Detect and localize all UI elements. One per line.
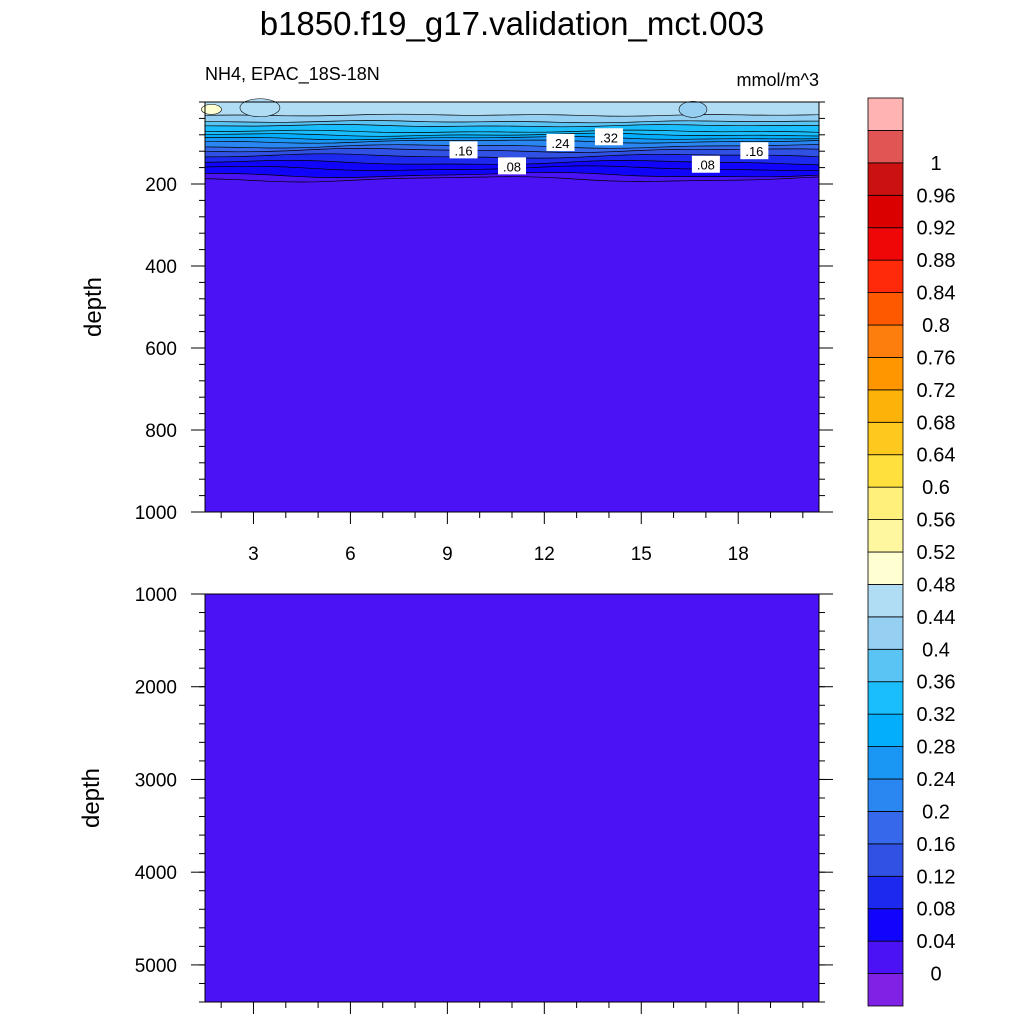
colorbar-swatch <box>867 292 904 326</box>
y-axis-title: depth <box>78 768 105 828</box>
colorbar-swatch <box>867 973 904 1007</box>
colorbar-label: 0.36 <box>917 672 956 694</box>
colorbar-swatch <box>867 551 904 585</box>
x-tick-label: 9 <box>442 544 453 565</box>
colorbar-label: 0.12 <box>917 866 956 888</box>
contour-label-box <box>740 142 769 160</box>
colorbar-swatch <box>867 130 904 164</box>
colorbar-swatch <box>867 162 904 196</box>
colorbar-label: 0.96 <box>917 185 956 207</box>
colorbar-label: 0.2 <box>922 801 950 823</box>
contour-label-box <box>449 141 478 159</box>
colorbar-swatch <box>867 616 904 650</box>
colorbar-swatch <box>867 811 904 845</box>
colorbar-swatch <box>867 746 904 780</box>
colorbar-swatch <box>867 875 904 910</box>
colorbar-label: 0.24 <box>917 769 956 791</box>
y-tick-label: 200 <box>145 175 177 196</box>
colorbar-swatch <box>867 584 904 618</box>
colorbar-swatch <box>867 227 904 261</box>
y-tick-label: 2000 <box>135 678 177 699</box>
x-tick-label: 18 <box>728 544 749 565</box>
surface-maximum <box>201 104 222 115</box>
y-tick-label: 400 <box>145 257 177 278</box>
colorbar-swatch <box>867 681 904 715</box>
contour-band <box>204 101 820 117</box>
contour-label: .08 <box>503 159 521 174</box>
contour-label: .16 <box>745 144 763 159</box>
colorbar-swatch <box>867 194 904 229</box>
colorbar-label: 0.6 <box>922 477 950 499</box>
colorbar-swatch <box>867 389 904 423</box>
upper-depth-panel: .16 .08 .24 .32 .08 .16 200 400 600 800 1000 3 6 9 12 1… <box>80 98 833 565</box>
colorbar-label: 1 <box>930 153 941 175</box>
y-tick-label: 1000 <box>135 503 177 524</box>
x-tick-label: 6 <box>345 544 356 565</box>
contour-label-box <box>498 157 526 175</box>
contour-label: .24 <box>551 136 569 151</box>
panel-1-field <box>205 594 819 1002</box>
colorbar-swatch <box>867 713 904 747</box>
colorbar-label: 0.44 <box>917 607 956 629</box>
colorbar-label: 0.88 <box>917 250 956 272</box>
colorbar-label: 0.76 <box>917 347 956 369</box>
colorbar-label: 0.52 <box>917 542 956 564</box>
colorbar-label: 0.68 <box>917 412 956 434</box>
surface-patch <box>678 101 708 118</box>
surface-patch <box>239 98 281 118</box>
colorbar-label: 0.92 <box>917 218 956 240</box>
colorbar-swatch <box>867 908 904 942</box>
contour-label-box <box>594 128 623 146</box>
y-tick-label: 5000 <box>135 956 177 977</box>
contour-label: .08 <box>697 158 715 173</box>
colorbar-label: 0.8 <box>922 315 950 337</box>
colorbar-label: 0 <box>930 964 941 986</box>
colorbar-label: 0.28 <box>917 737 956 759</box>
contour-label: .16 <box>454 143 472 158</box>
contour-label: .32 <box>600 130 618 145</box>
colorbar-label: 0.56 <box>917 510 956 532</box>
colorbar-label: 0.04 <box>917 931 956 953</box>
colorbar-label: 0.72 <box>917 380 956 402</box>
colorbar-swatch <box>867 843 904 877</box>
colorbar-swatch <box>867 357 904 391</box>
colorbar-label: 0.32 <box>917 704 956 726</box>
chart-title: b1850.f19_g17.validation_mct.003 <box>260 5 765 42</box>
colorbar-label: 0.08 <box>917 899 956 921</box>
colorbar-swatch <box>867 648 904 683</box>
colorbar-label: 0.16 <box>917 834 956 856</box>
x-tick-label: 15 <box>631 544 652 565</box>
variable-region-label: NH4, EPAC_18S-18N <box>205 64 380 85</box>
y-axis-title: depth <box>80 277 107 337</box>
y-tick-label: 4000 <box>135 863 177 884</box>
colorbar-swatch <box>867 519 904 553</box>
colorbar-swatch <box>867 486 904 520</box>
colorbar-label: 0.64 <box>917 445 956 467</box>
y-tick-label: 3000 <box>135 770 177 791</box>
y-tick-label: 800 <box>145 421 177 442</box>
colorbar-swatch <box>867 778 904 812</box>
colorbar-label: 0.4 <box>922 639 950 661</box>
colorbar-swatch <box>867 259 904 293</box>
colorbar-swatch <box>867 97 904 131</box>
units-label: mmol/m^3 <box>737 70 819 90</box>
colorbar-swatch <box>867 454 904 488</box>
y-tick-label: 600 <box>145 339 177 360</box>
contour-label-box <box>546 134 575 151</box>
colorbar-swatch <box>867 324 904 358</box>
colorbar-label: 0.48 <box>917 574 956 596</box>
y-tick-label: 1000 <box>135 585 177 606</box>
contour-label-box <box>691 155 720 173</box>
colorbar: 0 0.04 0.08 0.12 0.16 0.2 0.24 0.28 0.32 0.36 0.4 0… <box>867 97 956 1007</box>
colorbar-swatch <box>867 421 904 456</box>
colorbar-label: 0.84 <box>917 283 956 305</box>
x-tick-label: 12 <box>534 544 555 565</box>
lower-depth-panel: 1000 2000 3000 4000 5000 depth <box>78 585 833 1014</box>
x-tick-label: 3 <box>248 544 259 565</box>
colorbar-swatch <box>867 940 904 974</box>
